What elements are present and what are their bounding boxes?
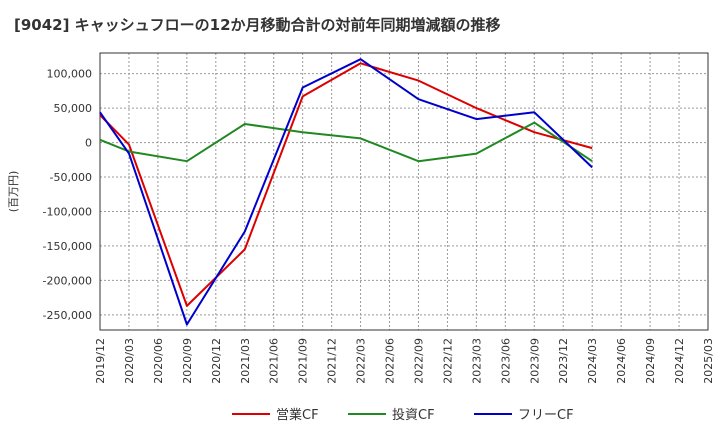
plot-frame (99, 52, 709, 331)
y-tick-label: 50,000 (54, 102, 93, 115)
x-tick-label: 2020/03 (123, 338, 136, 384)
y-tick-label: -150,000 (43, 240, 92, 253)
x-tick-label: 2021/06 (268, 338, 281, 384)
x-tick-label: 2021/12 (326, 338, 339, 384)
y-tick-label: 100,000 (47, 68, 93, 81)
x-tick-label: 2021/03 (239, 338, 252, 384)
series-line (99, 58, 593, 326)
y-tick-label: -50,000 (50, 171, 92, 184)
legend-label: フリーCF (518, 408, 574, 423)
y-tick-label: -250,000 (43, 309, 92, 322)
x-tick-label: 2025/03 (702, 338, 715, 384)
x-tick-label: 2022/03 (355, 338, 368, 384)
x-tick-label: 2022/06 (384, 338, 397, 384)
x-tick-label: 2022/09 (412, 338, 425, 384)
x-tick-label: 2023/06 (499, 338, 512, 384)
axes-layer: 2019/12 2020/03 2020/06 2020/09 2020/12 2021/… (7, 52, 715, 384)
plot-area (100, 53, 708, 330)
x-tick-label: 2020/06 (152, 338, 165, 384)
x-tick-label: 2024/12 (673, 338, 686, 384)
x-tick-label: 2023/09 (528, 338, 541, 384)
series-line (99, 121, 593, 163)
legend-layer: 営業CF 投資CF フリーCF (232, 407, 574, 423)
x-tick-label: 2020/09 (181, 338, 194, 384)
x-tick-label: 2024/06 (615, 338, 628, 384)
x-tick-label: 2023/03 (470, 338, 483, 384)
x-tick-label: 2021/09 (297, 338, 310, 384)
series-line (99, 62, 593, 307)
x-tick-label: 2022/12 (441, 338, 454, 384)
series-layer (99, 58, 593, 326)
grid-layer (99, 53, 709, 330)
x-tick-label: 2024/03 (586, 338, 599, 384)
x-tick-label: 2020/12 (210, 338, 223, 384)
legend-label: 営業CF (276, 407, 319, 423)
legend-label: 投資CF (392, 407, 435, 423)
x-tick-label: 2019/12 (94, 338, 107, 384)
x-tick-label: 2023/12 (557, 338, 570, 384)
y-tick-label: 0 (85, 137, 92, 150)
chart-title: [9042] キャッシュフローの12か月移動合計の対前年同期増減額の推移 (14, 16, 501, 34)
y-tick-label: -200,000 (43, 274, 92, 287)
x-tick-label: 2024/09 (644, 338, 657, 384)
y-axis-label: (百万円) (7, 171, 20, 213)
y-tick-label: -100,000 (43, 205, 92, 218)
